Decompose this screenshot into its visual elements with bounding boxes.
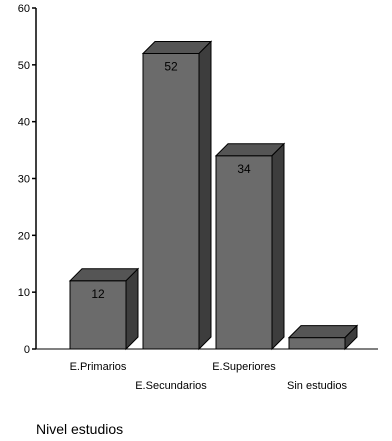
bar-front-face — [288, 337, 346, 350]
y-tick-label: 0 — [24, 344, 30, 356]
bar-front-face — [142, 52, 200, 350]
category-label: E.Primarios — [70, 361, 127, 373]
y-axis-ticks: 0 10 20 30 40 50 60 — [18, 3, 36, 356]
category-labels: E.Primarios E.Secundarios E.Superiores Sin … — [70, 361, 348, 392]
y-tick-label: 10 — [18, 287, 30, 299]
bar-side-face — [198, 40, 212, 351]
bar-3: 34 — [214, 142, 286, 351]
bar-1: 12 — [68, 267, 140, 351]
bar-series: 12 52 34 — [68, 40, 359, 351]
y-tick-label: 30 — [18, 174, 30, 186]
y-tick-label: 60 — [18, 3, 30, 15]
bar-2: 52 — [141, 40, 213, 351]
y-tick-label: 40 — [18, 117, 30, 129]
bar-data-label: 12 — [91, 287, 105, 301]
bar-side-face — [125, 267, 139, 351]
y-tick-label: 50 — [18, 60, 30, 72]
bar-data-label: 52 — [164, 59, 178, 73]
category-label: E.Secundarios — [135, 380, 207, 392]
bar-side-face — [344, 324, 358, 351]
category-label: Sin estudios — [287, 380, 347, 392]
y-tick-label: 20 — [18, 230, 30, 242]
x-axis-title: Nivel estudios — [36, 421, 123, 437]
bar-side-face — [271, 142, 285, 351]
category-label: E.Superiores — [212, 361, 276, 373]
bar-front-face — [215, 155, 273, 350]
bar-4 — [287, 324, 359, 351]
bar-data-label: 34 — [237, 162, 251, 176]
